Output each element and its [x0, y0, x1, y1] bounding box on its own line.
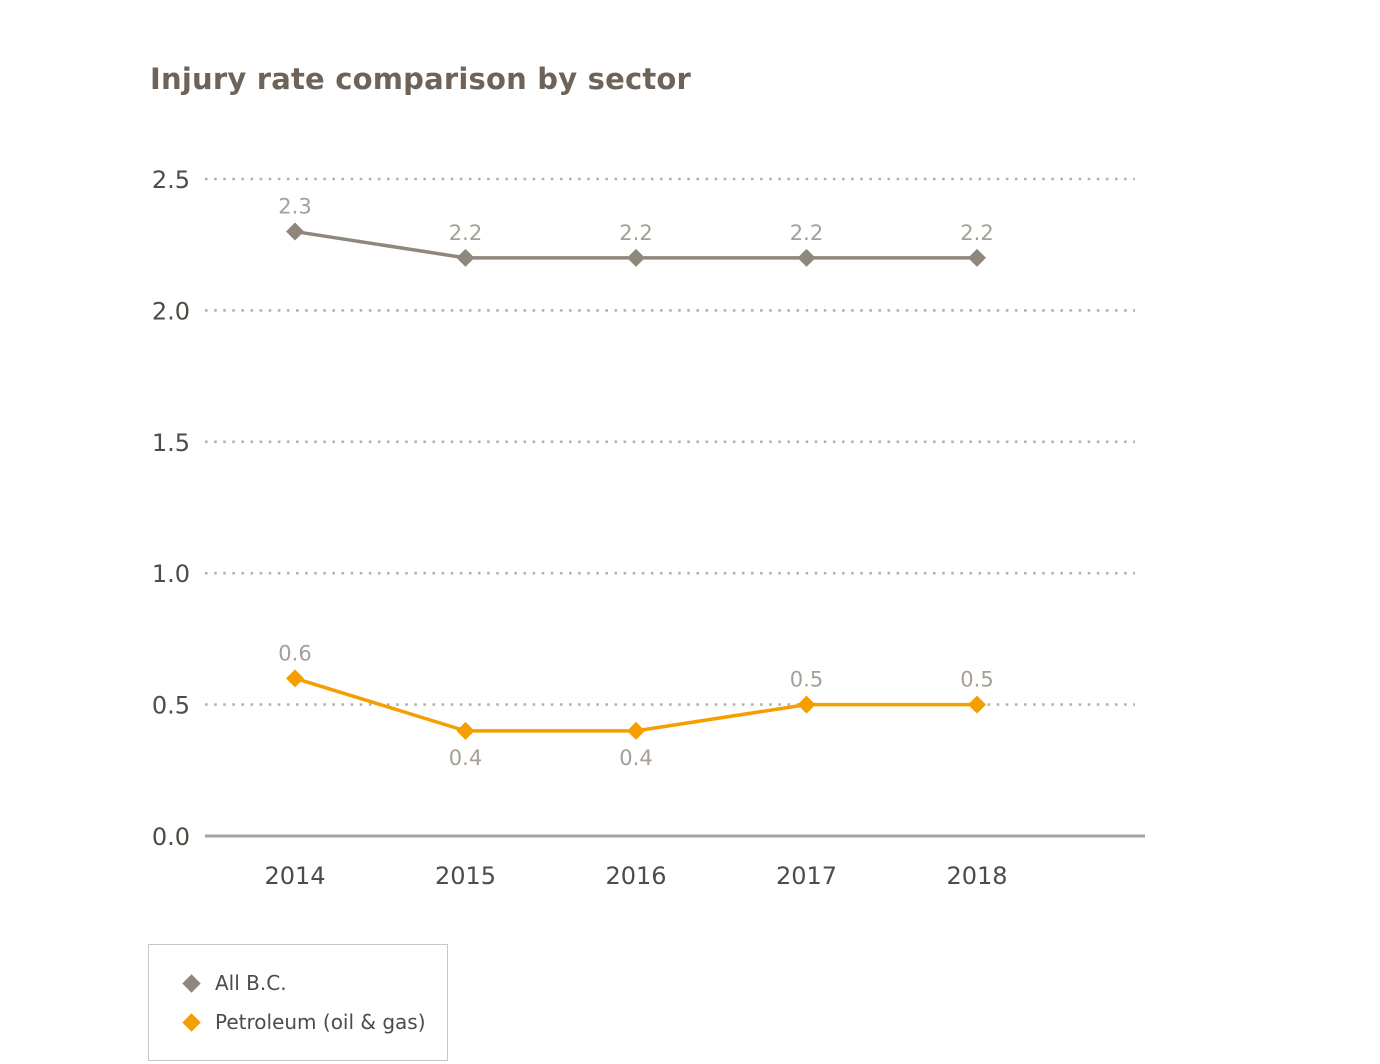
svg-text:2014: 2014: [264, 862, 325, 890]
svg-text:2.2: 2.2: [960, 221, 993, 245]
legend-item-petroleum: Petroleum (oil & gas): [182, 1010, 447, 1034]
svg-text:0.4: 0.4: [619, 746, 652, 770]
svg-text:0.5: 0.5: [790, 668, 823, 692]
svg-text:0.6: 0.6: [278, 641, 311, 665]
diamond-marker-icon: [182, 1012, 201, 1032]
line-chart: 0.0 0.5 1.0 1.5 2.0 2.5 2014 2015 2016 2017 2018 2.…: [152, 166, 1145, 890]
chart-title: Injury rate comparison by sector: [150, 62, 692, 96]
svg-text:2017: 2017: [776, 862, 837, 890]
svg-text:2018: 2018: [946, 862, 1007, 890]
legend-item-all-bc: All B.C.: [182, 971, 447, 995]
legend-label-all-bc: All B.C.: [215, 971, 287, 995]
svg-text:2.3: 2.3: [278, 195, 311, 219]
svg-text:2.5: 2.5: [152, 166, 190, 194]
svg-text:2.0: 2.0: [152, 297, 190, 325]
svg-text:2.2: 2.2: [619, 221, 652, 245]
svg-text:0.5: 0.5: [960, 668, 993, 692]
diamond-marker-icon: [182, 973, 201, 993]
legend-label-petroleum: Petroleum (oil & gas): [215, 1010, 426, 1034]
svg-text:2015: 2015: [435, 862, 496, 890]
legend: All B.C. Petroleum (oil & gas): [148, 944, 448, 1061]
svg-text:2.2: 2.2: [790, 221, 823, 245]
svg-text:1.0: 1.0: [152, 560, 190, 588]
svg-text:1.5: 1.5: [152, 429, 190, 457]
svg-text:0.5: 0.5: [152, 692, 190, 720]
svg-text:0.4: 0.4: [449, 746, 482, 770]
svg-text:2016: 2016: [605, 862, 666, 890]
svg-text:2.2: 2.2: [449, 221, 482, 245]
svg-text:0.0: 0.0: [152, 823, 190, 851]
